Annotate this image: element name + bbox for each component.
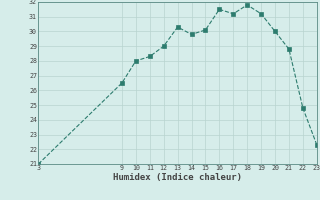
X-axis label: Humidex (Indice chaleur): Humidex (Indice chaleur) (113, 173, 242, 182)
